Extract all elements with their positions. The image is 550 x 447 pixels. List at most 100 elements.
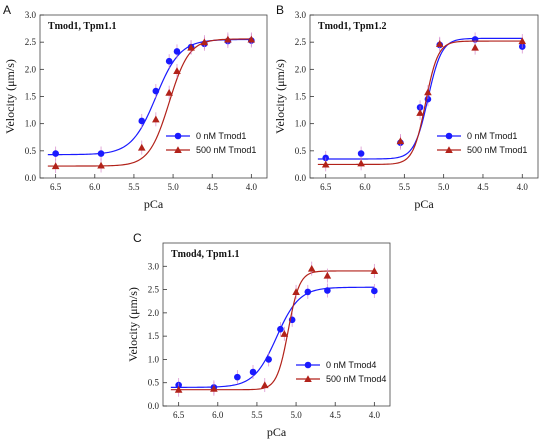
y-tick-label: 0.5	[295, 146, 307, 156]
x-axis-label: pCa	[144, 197, 164, 211]
x-tick-label: 6.0	[212, 410, 224, 420]
x-tick-label: 4.5	[207, 182, 219, 192]
panel-b: B Tmod1, Tpm1.2 0.0 0.5 1.0 1.5 2.0 2.5 3.0 6.5 6.…	[273, 3, 539, 211]
data-point-triangle	[357, 159, 365, 167]
x-tick-label: 5.5	[399, 182, 411, 192]
data-point-triangle	[396, 137, 405, 145]
y-tick-label: 1.0	[295, 119, 307, 129]
y-axis-label: Velocity (μm/s)	[126, 287, 140, 362]
data-point-triangle	[247, 35, 256, 43]
x-tick-label: 6.0	[359, 182, 371, 192]
data-point-circle	[371, 287, 378, 295]
y-tick-label: 0.0	[148, 401, 160, 411]
data-point-triangle	[224, 35, 232, 43]
data-point-circle	[138, 117, 146, 125]
fit-curve-blue	[170, 286, 375, 388]
data-point-triangle	[260, 381, 269, 389]
x-tick-label: 5.5	[128, 182, 140, 192]
data-point-triangle	[173, 67, 181, 75]
data-point-triangle	[152, 115, 160, 123]
data-point-triangle	[187, 43, 195, 51]
y-tick-label: 3.0	[25, 10, 37, 20]
data-point-circle	[173, 48, 181, 55]
y-tick-label: 0.0	[25, 173, 37, 183]
data-point-triangle	[471, 43, 479, 51]
data-point-triangle	[165, 88, 173, 96]
y-tick-label: 2.0	[25, 64, 37, 74]
y-axis-label: Velocity (μm/s)	[273, 59, 287, 134]
data-point-circle	[152, 87, 160, 95]
y-axis-label: Velocity (μm/s)	[3, 59, 17, 134]
fit-curve-red	[47, 38, 252, 167]
data-point-triangle	[97, 161, 105, 169]
data-point-triangle	[137, 143, 146, 151]
legend-label: 500 nM Tmod1	[196, 145, 256, 155]
x-tick-label: 6.5	[173, 410, 185, 420]
x-tick-label: 4.0	[517, 182, 529, 192]
fit-curve-red	[170, 270, 375, 391]
y-tick-label: 2.5	[25, 37, 37, 47]
x-tick-label: 6.0	[89, 182, 101, 192]
x-axis-label: pCa	[414, 197, 434, 211]
legend-label: 0 nM Tmod4	[326, 360, 376, 370]
data-point-circle	[304, 288, 312, 296]
legend-marker-circle	[174, 132, 182, 140]
chart-title: Tmod1, Tpm1.2	[318, 21, 386, 32]
y-tick-label: 2.5	[295, 37, 307, 47]
plot-frame	[162, 242, 391, 407]
y-tick-label: 2.0	[295, 64, 307, 74]
panel-c: C Tmod4, Tpm1.1 0.0 0.5 1.0 1.5 2.0 2.5 3.0 6.5 6.…	[126, 231, 391, 439]
data-point-circle	[234, 373, 241, 381]
legend-marker-circle	[304, 361, 312, 369]
x-tick-label: 5.0	[290, 410, 302, 420]
y-tick-label: 1.5	[148, 331, 160, 341]
data-point-triangle	[323, 271, 332, 279]
data-point-circle	[324, 287, 331, 294]
data-point-triangle	[416, 109, 424, 116]
data-point-triangle	[307, 264, 316, 272]
chart-title: Tmod1, Tpm1.1	[48, 21, 116, 32]
x-tick-label: 6.5	[320, 182, 332, 192]
y-tick-label: 1.0	[148, 354, 160, 364]
x-tick-label: 5.5	[251, 410, 263, 420]
data-point-triangle	[435, 39, 444, 47]
y-tick-label: 1.5	[25, 92, 37, 102]
data-point-circle	[277, 325, 284, 333]
y-tick-label: 1.0	[25, 119, 37, 129]
x-axis-label: pCa	[267, 425, 287, 439]
data-point-triangle	[292, 288, 300, 295]
panel-letter: B	[276, 3, 284, 17]
x-tick-label: 5.0	[438, 182, 450, 192]
panel-a: A Tmod1, Tpm1.1 0.0 0.5 1.0 1.5 2.0 2.5 3.0 6.5 6.…	[3, 3, 268, 211]
y-tick-label: 0.0	[295, 173, 307, 183]
data-point-circle	[52, 150, 59, 157]
data-point-triangle	[424, 88, 432, 96]
data-point-triangle	[210, 384, 218, 392]
legend-label: 0 nM Tmod1	[196, 131, 246, 141]
x-tick-label: 4.5	[330, 410, 342, 420]
panel-letter: C	[133, 231, 142, 245]
data-point-triangle	[280, 330, 289, 337]
panel-letter: A	[3, 3, 11, 17]
data-point-triangle	[321, 160, 330, 168]
data-point-triangle	[518, 37, 527, 45]
legend-marker-triangle	[304, 375, 312, 383]
data-point-triangle	[370, 267, 379, 274]
y-tick-label: 3.0	[295, 10, 307, 20]
fit-curve-red	[317, 40, 523, 166]
chart-title: Tmod4, Tpm1.1	[171, 249, 239, 260]
legend-marker-triangle	[174, 146, 182, 154]
x-tick-label: 5.0	[167, 182, 179, 192]
data-point-triangle	[174, 385, 183, 393]
y-tick-label: 2.0	[148, 308, 160, 318]
legend-marker-triangle	[445, 146, 453, 154]
y-tick-label: 0.5	[25, 146, 37, 156]
legend-marker-circle	[445, 132, 453, 140]
y-tick-label: 2.5	[148, 285, 160, 295]
legend-label: 0 nM Tmod1	[467, 131, 517, 141]
x-tick-label: 4.0	[246, 182, 258, 192]
data-point-circle	[97, 150, 105, 157]
data-point-circle	[265, 356, 272, 363]
data-point-circle	[357, 150, 365, 157]
